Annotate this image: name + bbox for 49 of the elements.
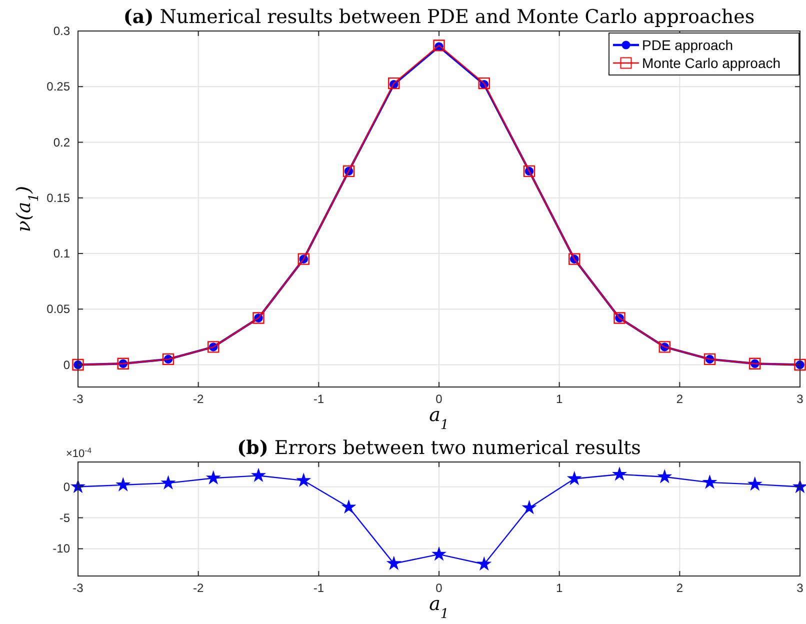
y-tick-label: 0.1 [53, 246, 70, 260]
chart-title: (a) Numerical results between PDE and Monte Carlo approaches [123, 6, 755, 28]
x-axis-title: a$_{1}$ [429, 593, 449, 622]
point [613, 468, 626, 480]
x-tick-label: -2 [192, 581, 204, 595]
y-tick-label: 0.05 [46, 302, 70, 316]
point [252, 469, 265, 482]
point [342, 500, 356, 513]
x-tick-label: -1 [313, 392, 324, 406]
y-tick-label: -5 [59, 510, 70, 525]
text: ×10$^{-4}$ [66, 446, 92, 460]
point [703, 476, 716, 488]
x-tick-label: 2 [676, 392, 684, 406]
point [522, 501, 536, 514]
point [297, 474, 310, 486]
x-tick-label: -2 [192, 392, 204, 406]
x-tick-label: 1 [556, 581, 563, 595]
x-tick-label: 0 [436, 581, 443, 595]
x-tick-label: 3 [796, 581, 804, 595]
point [388, 557, 400, 570]
point [748, 478, 762, 490]
x-tick-label: 3 [796, 392, 804, 406]
y-tick-label: 0.15 [46, 190, 70, 205]
point [658, 470, 671, 482]
point [432, 548, 446, 560]
point [568, 472, 581, 484]
x-tick-label: 2 [676, 581, 684, 595]
point [207, 472, 220, 484]
y-tick-label: 0 [63, 480, 70, 494]
y-tick-label: -10 [52, 542, 70, 556]
legend-label: Monte Carlo approach [642, 55, 781, 71]
point [162, 476, 175, 488]
y-tick-label: 0.2 [53, 135, 70, 150]
x-tick-label: 0 [436, 392, 443, 406]
point [116, 478, 130, 490]
legend-label: PDE approach [642, 37, 734, 53]
x-tick-label: -3 [72, 581, 84, 595]
y-tick-label: 0 [63, 358, 70, 372]
x-axis-title: a$_{1}$ [429, 404, 449, 432]
y-tick-label: 0.3 [53, 24, 70, 38]
point [478, 77, 490, 90]
point [388, 77, 400, 90]
point [478, 558, 490, 570]
x-tick-label: 1 [556, 392, 563, 406]
x-tick-label: -3 [72, 392, 84, 406]
x-tick-label: -1 [313, 581, 324, 595]
chart-title: (b) Errors between two numerical results [237, 437, 641, 459]
point [433, 40, 445, 52]
y-tick-label: 0.25 [46, 80, 70, 94]
